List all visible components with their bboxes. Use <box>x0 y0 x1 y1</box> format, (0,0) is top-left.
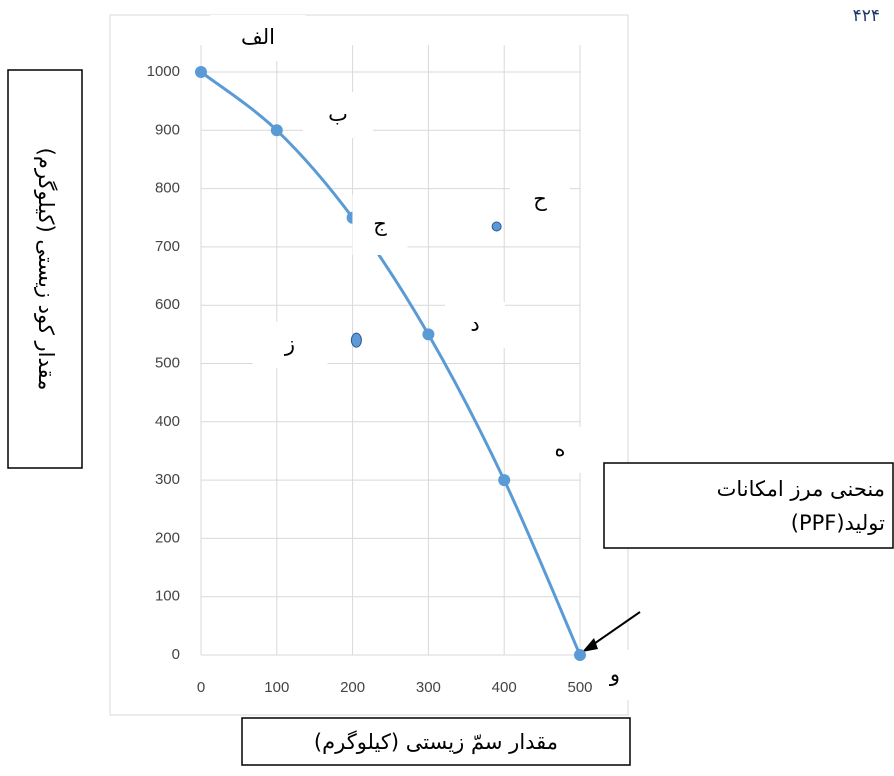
x-tick-label: 300 <box>416 679 441 696</box>
point-label: ز <box>284 332 295 356</box>
annotation-line: منحنی مرز امکانات <box>717 477 885 501</box>
arrow-head <box>582 638 598 652</box>
annotation-line: تولید(PPF) <box>791 511 885 535</box>
point-label: ج <box>373 212 387 237</box>
point <box>270 124 283 137</box>
label-bg <box>252 322 328 368</box>
x-tick-label: 100 <box>264 679 289 696</box>
point-label: الف <box>241 25 275 49</box>
x-title-box <box>241 717 631 766</box>
y-tick-label: 300 <box>155 471 180 488</box>
label-bg <box>303 92 373 138</box>
point-label: ب <box>328 102 348 126</box>
x-tick-label: 0 <box>197 679 205 696</box>
point <box>498 474 511 487</box>
point <box>195 66 207 78</box>
page-number: ۴۲۴ <box>853 6 880 26</box>
point-label: ه <box>554 437 565 461</box>
y-tick-label: 600 <box>155 296 180 313</box>
point <box>422 328 435 341</box>
y-tick-label: 1000 <box>147 63 180 80</box>
annotation-box <box>603 462 894 549</box>
y-tick-label: 800 <box>155 180 180 197</box>
x-tick-label: 500 <box>567 679 592 696</box>
x-tick-label: 400 <box>492 679 517 696</box>
y-tick-label: 0 <box>172 646 180 663</box>
point-label: و <box>609 662 620 686</box>
point <box>350 332 362 348</box>
y-tick-label: 900 <box>155 121 180 138</box>
point <box>574 649 586 661</box>
label-bg <box>445 302 505 348</box>
point-label: ح <box>533 187 547 211</box>
point-label: د <box>470 312 479 336</box>
label-bg <box>210 15 306 61</box>
y-axis-title: مقدار کود زیستی (کیلوگرم) <box>34 148 58 391</box>
annotation-arrow <box>587 611 641 649</box>
label-bg <box>592 650 638 700</box>
label-bg <box>352 195 408 255</box>
x-tick-label: 200 <box>340 679 365 696</box>
label-bg <box>530 427 590 473</box>
x-axis-title: مقدار سمّ زیستی (کیلوگرم) <box>314 730 558 755</box>
y-tick-label: 700 <box>155 238 180 255</box>
point <box>491 221 502 232</box>
y-tick-label: 200 <box>155 529 180 546</box>
label-bg <box>510 177 570 223</box>
y-tick-label: 400 <box>155 413 180 430</box>
y-tick-label: 500 <box>155 354 180 371</box>
y-tick-label: 100 <box>155 588 180 605</box>
y-title-box <box>7 69 83 469</box>
